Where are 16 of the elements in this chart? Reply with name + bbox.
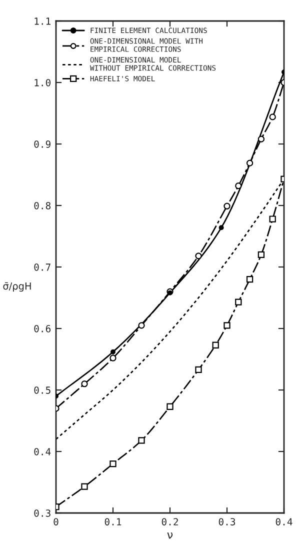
x-axis-title: ν xyxy=(167,532,173,539)
y-tick-label: 0.5 xyxy=(34,386,50,394)
y-tick-label: 0.6 xyxy=(34,325,51,332)
x-tick-label: 0 xyxy=(54,518,58,526)
y-tick-label: 1.0 xyxy=(34,79,51,86)
y-axis-title: σ̄/ρgH xyxy=(3,282,31,292)
y-tick-label: 0.7 xyxy=(34,264,50,271)
x-tick-label: 0.3 xyxy=(218,518,236,526)
x-tick-label: 0.4 xyxy=(276,518,292,526)
x-tick-label: 0.2 xyxy=(162,518,178,526)
y-tick-label: 1.1 xyxy=(34,18,50,25)
y-tick-label: 0.9 xyxy=(34,140,50,148)
y-tick-label: 0.8 xyxy=(34,202,51,210)
x-tick-label: 0.1 xyxy=(104,518,122,526)
y-tick-label: 0.4 xyxy=(34,448,51,456)
y-tick-label: 0.3 xyxy=(34,510,50,517)
